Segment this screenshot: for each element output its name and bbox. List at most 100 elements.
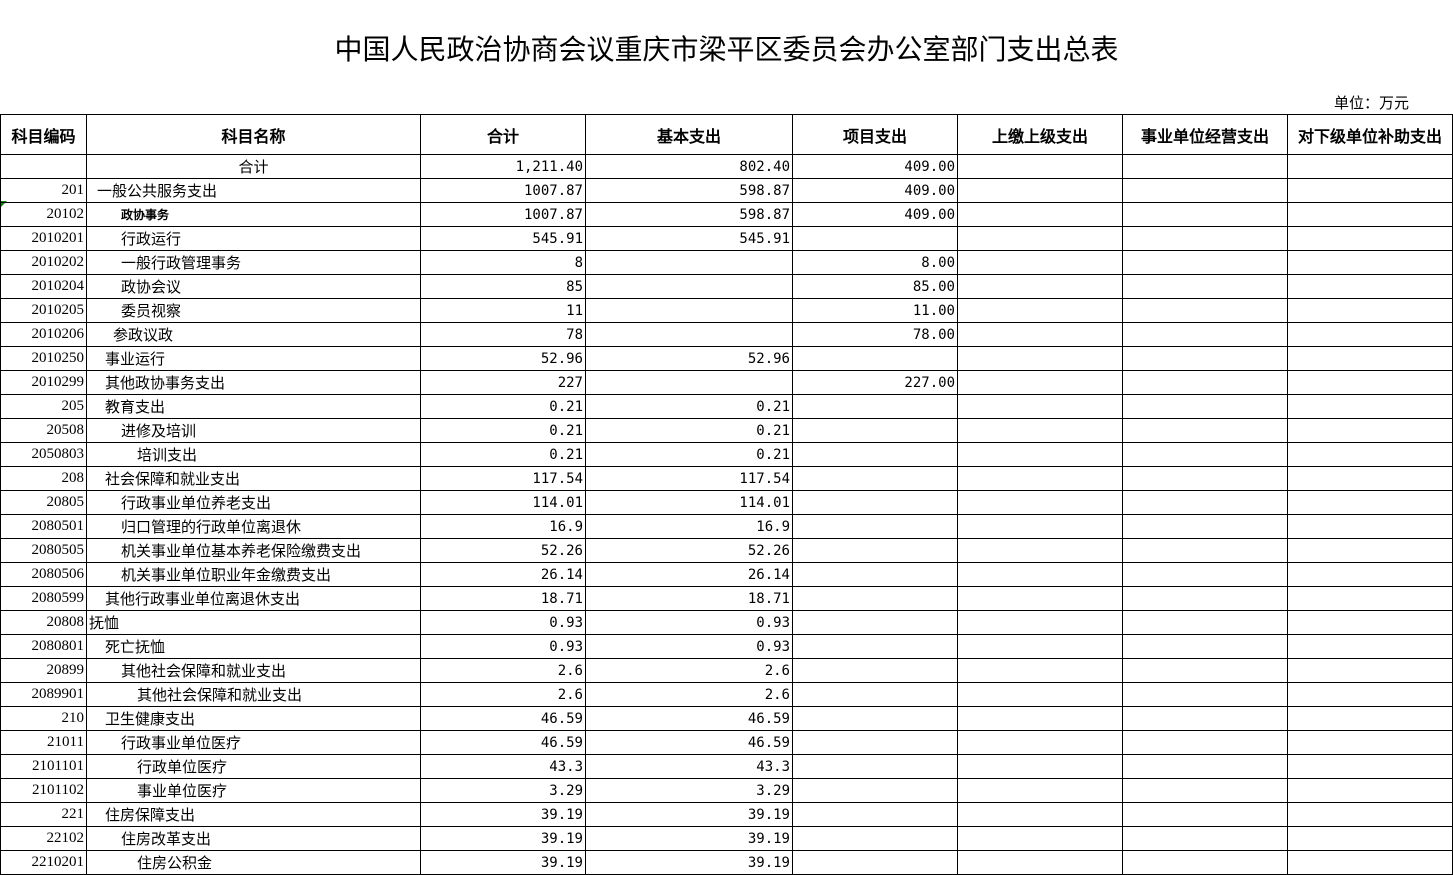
row-code[interactable]: 2210201 — [0, 850, 87, 875]
row-subsidy[interactable] — [1287, 754, 1453, 779]
row-name[interactable]: 行政事业单位养老支出 — [86, 490, 421, 515]
row-upper[interactable] — [957, 802, 1123, 827]
row-business[interactable] — [1122, 418, 1288, 443]
row-subsidy[interactable] — [1287, 226, 1453, 251]
row-subsidy[interactable] — [1287, 178, 1453, 203]
row-business[interactable] — [1122, 682, 1288, 707]
row-upper[interactable] — [957, 442, 1123, 467]
row-project[interactable] — [792, 442, 958, 467]
row-business[interactable] — [1122, 346, 1288, 371]
row-project[interactable] — [792, 346, 958, 371]
row-upper[interactable] — [957, 226, 1123, 251]
row-project[interactable] — [792, 658, 958, 683]
row-subsidy[interactable] — [1287, 418, 1453, 443]
row-total[interactable]: 0.21 — [420, 418, 586, 443]
header-business[interactable]: 事业单位经营支出 — [1122, 114, 1288, 155]
row-subsidy[interactable] — [1287, 538, 1453, 563]
row-upper[interactable] — [957, 826, 1123, 851]
row-business[interactable] — [1122, 514, 1288, 539]
row-upper[interactable] — [957, 658, 1123, 683]
row-total[interactable]: 46.59 — [420, 706, 586, 731]
header-upper[interactable]: 上缴上级支出 — [957, 114, 1123, 155]
row-project[interactable] — [792, 778, 958, 803]
row-upper[interactable] — [957, 586, 1123, 611]
row-upper[interactable] — [957, 490, 1123, 515]
row-name[interactable]: 合计 — [86, 154, 421, 179]
row-subsidy[interactable] — [1287, 370, 1453, 395]
row-business[interactable] — [1122, 634, 1288, 659]
row-subsidy[interactable] — [1287, 730, 1453, 755]
row-upper[interactable] — [957, 610, 1123, 635]
row-basic[interactable]: 39.19 — [585, 850, 793, 875]
row-basic[interactable]: 802.40 — [585, 154, 793, 179]
row-upper[interactable] — [957, 298, 1123, 323]
row-business[interactable] — [1122, 586, 1288, 611]
row-upper[interactable] — [957, 706, 1123, 731]
row-upper[interactable] — [957, 466, 1123, 491]
row-total[interactable]: 1,211.40 — [420, 154, 586, 179]
row-project[interactable] — [792, 418, 958, 443]
row-name[interactable]: 住房改革支出 — [86, 826, 421, 851]
row-subsidy[interactable] — [1287, 706, 1453, 731]
row-subsidy[interactable] — [1287, 634, 1453, 659]
row-basic[interactable]: 46.59 — [585, 706, 793, 731]
row-project[interactable] — [792, 730, 958, 755]
row-name[interactable]: 事业运行 — [86, 346, 421, 371]
row-code[interactable]: 21011 — [0, 730, 87, 755]
row-name[interactable]: 一般行政管理事务 — [86, 250, 421, 275]
row-total[interactable]: 78 — [420, 322, 586, 347]
row-upper[interactable] — [957, 538, 1123, 563]
row-upper[interactable] — [957, 154, 1123, 179]
row-project[interactable]: 85.00 — [792, 274, 958, 299]
row-code[interactable]: 2010201 — [0, 226, 87, 251]
row-subsidy[interactable] — [1287, 322, 1453, 347]
row-basic[interactable]: 18.71 — [585, 586, 793, 611]
row-code[interactable]: 2089901 — [0, 682, 87, 707]
row-name[interactable]: 行政运行 — [86, 226, 421, 251]
row-upper[interactable] — [957, 634, 1123, 659]
row-total[interactable]: 1007.87 — [420, 178, 586, 203]
row-subsidy[interactable] — [1287, 442, 1453, 467]
row-basic[interactable]: 0.93 — [585, 634, 793, 659]
row-business[interactable] — [1122, 370, 1288, 395]
row-name[interactable]: 政协会议 — [86, 274, 421, 299]
row-code[interactable] — [0, 154, 87, 179]
row-project[interactable]: 78.00 — [792, 322, 958, 347]
row-upper[interactable] — [957, 370, 1123, 395]
row-upper[interactable] — [957, 514, 1123, 539]
row-basic[interactable]: 117.54 — [585, 466, 793, 491]
row-total[interactable]: 18.71 — [420, 586, 586, 611]
header-name[interactable]: 科目名称 — [86, 114, 421, 155]
row-project[interactable]: 11.00 — [792, 298, 958, 323]
row-basic[interactable]: 39.19 — [585, 826, 793, 851]
row-upper[interactable] — [957, 778, 1123, 803]
row-project[interactable] — [792, 562, 958, 587]
header-project[interactable]: 项目支出 — [792, 114, 958, 155]
row-basic[interactable]: 52.26 — [585, 538, 793, 563]
row-subsidy[interactable] — [1287, 658, 1453, 683]
row-subsidy[interactable] — [1287, 826, 1453, 851]
row-total[interactable]: 52.26 — [420, 538, 586, 563]
row-upper[interactable] — [957, 730, 1123, 755]
row-subsidy[interactable] — [1287, 586, 1453, 611]
header-basic[interactable]: 基本支出 — [585, 114, 793, 155]
row-total[interactable]: 0.93 — [420, 610, 586, 635]
row-total[interactable]: 3.29 — [420, 778, 586, 803]
row-project[interactable] — [792, 850, 958, 875]
row-code[interactable]: 2080506 — [0, 562, 87, 587]
row-business[interactable] — [1122, 610, 1288, 635]
row-subsidy[interactable] — [1287, 298, 1453, 323]
row-subsidy[interactable] — [1287, 562, 1453, 587]
row-name[interactable]: 机关事业单位职业年金缴费支出 — [86, 562, 421, 587]
row-project[interactable] — [792, 394, 958, 419]
row-subsidy[interactable] — [1287, 394, 1453, 419]
row-subsidy[interactable] — [1287, 490, 1453, 515]
row-project[interactable] — [792, 754, 958, 779]
row-business[interactable] — [1122, 562, 1288, 587]
row-basic[interactable]: 0.93 — [585, 610, 793, 635]
row-basic[interactable]: 0.21 — [585, 442, 793, 467]
row-project[interactable]: 8.00 — [792, 250, 958, 275]
row-subsidy[interactable] — [1287, 154, 1453, 179]
row-subsidy[interactable] — [1287, 610, 1453, 635]
row-basic[interactable]: 598.87 — [585, 202, 793, 227]
